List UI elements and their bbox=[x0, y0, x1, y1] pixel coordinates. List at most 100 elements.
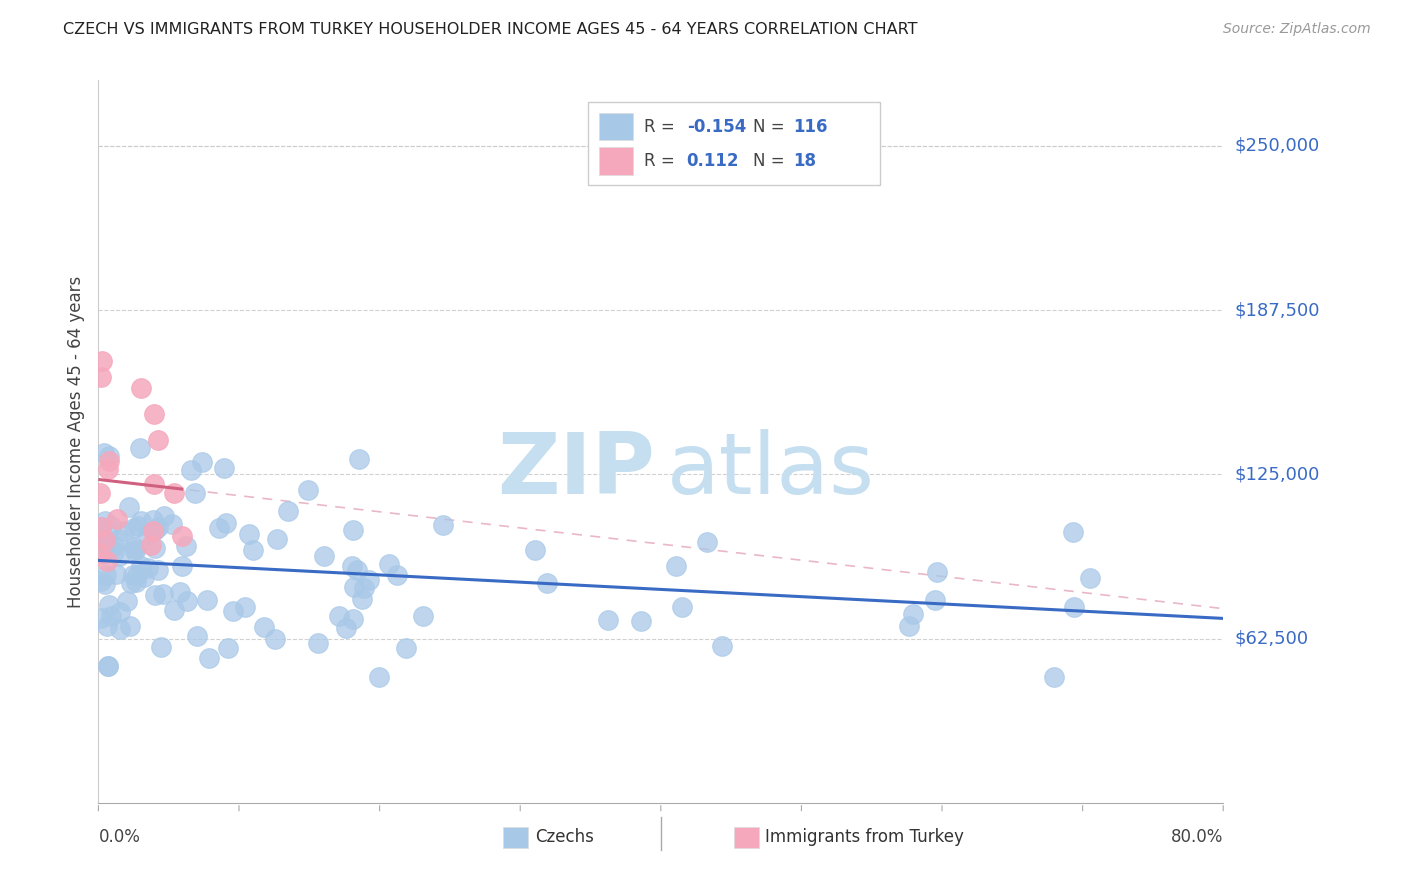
Point bbox=[146, 519, 169, 533]
Point bbox=[90, 520, 112, 534]
Point bbox=[105, 512, 128, 526]
Point bbox=[901, 607, 924, 621]
Text: CZECH VS IMMIGRANTS FROM TURKEY HOUSEHOLDER INCOME AGES 45 - 64 YEARS CORRELATIO: CZECH VS IMMIGRANTS FROM TURKEY HOUSEHOL… bbox=[63, 22, 918, 37]
Point bbox=[212, 461, 235, 475]
Point bbox=[96, 554, 118, 568]
Y-axis label: Householder Income Ages 45 - 64 years: Householder Income Ages 45 - 64 years bbox=[66, 276, 84, 607]
Point bbox=[124, 541, 146, 556]
Text: $62,500: $62,500 bbox=[1234, 630, 1309, 648]
Point bbox=[208, 520, 231, 534]
Point bbox=[342, 523, 364, 537]
Point bbox=[342, 612, 364, 626]
Point bbox=[141, 538, 163, 552]
Point bbox=[169, 585, 191, 599]
Text: R =: R = bbox=[644, 118, 681, 136]
Point bbox=[125, 568, 148, 582]
Point bbox=[378, 557, 401, 571]
Point bbox=[242, 542, 264, 557]
Point bbox=[96, 619, 118, 633]
Point bbox=[103, 545, 125, 559]
Point bbox=[97, 659, 120, 673]
Point bbox=[174, 539, 197, 553]
Text: 0.0%: 0.0% bbox=[98, 828, 141, 847]
Point bbox=[142, 524, 165, 538]
Point bbox=[107, 533, 129, 547]
Point bbox=[385, 567, 408, 582]
Point bbox=[91, 547, 114, 561]
Point bbox=[94, 567, 117, 582]
Point bbox=[1078, 571, 1101, 585]
FancyBboxPatch shape bbox=[599, 147, 633, 175]
Point bbox=[120, 618, 142, 632]
Point bbox=[90, 533, 112, 548]
Point bbox=[93, 541, 115, 555]
Point bbox=[152, 587, 174, 601]
Point bbox=[328, 609, 350, 624]
Point bbox=[217, 641, 239, 656]
Point bbox=[357, 573, 380, 587]
Point bbox=[103, 539, 125, 553]
Point bbox=[90, 611, 112, 625]
Text: $250,000: $250,000 bbox=[1234, 137, 1320, 155]
Point bbox=[696, 535, 718, 549]
Text: 116: 116 bbox=[793, 118, 828, 136]
FancyBboxPatch shape bbox=[599, 112, 633, 140]
Point bbox=[129, 381, 152, 395]
Point bbox=[97, 462, 120, 476]
Point bbox=[197, 651, 219, 665]
Point bbox=[124, 540, 146, 554]
Point bbox=[143, 588, 166, 602]
Text: N =: N = bbox=[754, 118, 790, 136]
Point bbox=[146, 434, 169, 448]
Point bbox=[925, 565, 948, 579]
Point bbox=[162, 517, 184, 532]
Point bbox=[97, 659, 120, 673]
Point bbox=[108, 605, 131, 619]
FancyBboxPatch shape bbox=[503, 827, 529, 848]
Point bbox=[108, 623, 131, 637]
Point bbox=[143, 541, 166, 556]
Point bbox=[129, 514, 152, 528]
Point bbox=[598, 613, 620, 627]
Point bbox=[665, 559, 688, 574]
Point bbox=[343, 580, 366, 594]
Point bbox=[136, 528, 159, 542]
Point bbox=[412, 609, 434, 624]
Point bbox=[97, 449, 120, 463]
Text: 18: 18 bbox=[793, 153, 817, 170]
Point bbox=[172, 559, 194, 574]
Point bbox=[125, 574, 148, 589]
Point bbox=[186, 629, 208, 643]
Point bbox=[1062, 525, 1084, 540]
Point bbox=[277, 504, 299, 518]
Point bbox=[335, 621, 357, 635]
Point bbox=[129, 558, 152, 573]
Point bbox=[122, 521, 145, 535]
Point bbox=[215, 516, 238, 530]
Point bbox=[152, 508, 174, 523]
Point bbox=[112, 524, 135, 538]
Point bbox=[1063, 599, 1085, 614]
Text: R =: R = bbox=[644, 153, 681, 170]
Point bbox=[115, 594, 138, 608]
Point bbox=[129, 441, 152, 455]
Point bbox=[96, 535, 118, 549]
Point bbox=[238, 527, 260, 541]
Point bbox=[94, 533, 117, 547]
Point bbox=[346, 563, 368, 577]
Point bbox=[536, 575, 558, 590]
Text: -0.154: -0.154 bbox=[686, 118, 747, 136]
Point bbox=[195, 593, 218, 607]
Point bbox=[307, 635, 329, 649]
Point bbox=[97, 454, 120, 468]
Point bbox=[108, 549, 131, 563]
Point bbox=[1043, 670, 1066, 684]
Text: 0.112: 0.112 bbox=[686, 153, 740, 170]
Text: N =: N = bbox=[754, 153, 790, 170]
Point bbox=[180, 463, 202, 477]
FancyBboxPatch shape bbox=[588, 102, 880, 185]
Point bbox=[143, 477, 166, 491]
Point bbox=[253, 620, 276, 634]
Point bbox=[924, 593, 946, 607]
Text: Source: ZipAtlas.com: Source: ZipAtlas.com bbox=[1223, 22, 1371, 37]
